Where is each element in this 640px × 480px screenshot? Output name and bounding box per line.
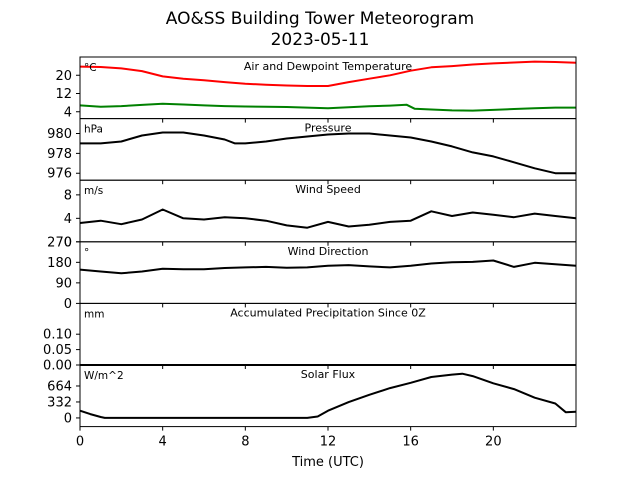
panel-4: 0.000.050.10 mm Accumulated Precipitation … [43, 302, 577, 374]
chart-subtitle: 2023-05-11 [271, 30, 370, 50]
y-tick-label: 332 [47, 395, 72, 410]
panel-title: Air and Dewpoint Temperature [244, 60, 412, 73]
y-tick-label: 0 [64, 235, 72, 250]
series-line-2-0 [79, 208, 577, 229]
panel-0: 4 12 20 °C Air and Dewpoint Temperature [55, 56, 577, 123]
y-tick-label: 980 [47, 127, 72, 142]
y-tick-label: 0 [64, 297, 72, 312]
x-tick-label: 0 [76, 435, 84, 450]
x-tick-label: 20 [485, 435, 502, 450]
panel-unit-label: mm [84, 308, 104, 320]
y-tick-label: 978 [47, 147, 72, 162]
y-tick-label: 664 [47, 379, 72, 394]
series-line-0-0 [79, 60, 577, 87]
series-line-3-0 [79, 259, 577, 275]
panel-unit-label: ° [84, 247, 89, 259]
y-tick-label: 0.10 [43, 328, 72, 343]
panel-title: Solar Flux [301, 368, 356, 381]
panel-unit-label: m/s [84, 185, 103, 197]
series-line-1-0 [80, 131, 576, 175]
panel-unit-label: °C [84, 62, 97, 74]
x-axis: 0 4 8 12 16 20 [76, 435, 502, 450]
panel-2: 0 4 8 m/s Wind Speed [64, 179, 577, 250]
y-tick-label: 0.05 [43, 343, 72, 358]
x-tick-label: 4 [159, 435, 167, 450]
x-tick-label: 8 [241, 435, 249, 450]
panel-3: 0 90 180 270 ° Wind Direction [47, 235, 577, 312]
panel-title: Wind Speed [295, 183, 361, 196]
x-tick-label: 12 [320, 435, 337, 450]
panel-title: Accumulated Precipitation Since 0Z [230, 306, 426, 319]
y-tick-label: 4 [64, 105, 72, 120]
panel-title: Wind Direction [288, 245, 369, 258]
y-tick-label: 0.00 [43, 359, 72, 374]
x-tick-label: 16 [402, 435, 419, 450]
y-tick-label: 976 [47, 167, 72, 182]
series-line-5-0 [79, 372, 577, 419]
y-tick-label: 270 [47, 235, 72, 250]
y-tick-label: 12 [55, 87, 72, 102]
panel-title: Pressure [305, 122, 352, 135]
y-tick-label: 0 [64, 411, 72, 426]
chart-title: AO&SS Building Tower Meteorogram [166, 9, 474, 29]
y-tick-label: 4 [64, 212, 72, 227]
x-axis-label: Time (UTC) [291, 455, 364, 470]
y-tick-label: 90 [55, 276, 72, 291]
y-tick-label: 8 [64, 188, 72, 203]
panel-unit-label: W/m^2 [84, 370, 124, 382]
panel-1: 976 978 980 hPa Pressure [47, 118, 577, 185]
y-tick-label: 20 [55, 69, 72, 84]
y-tick-label: 180 [47, 256, 72, 271]
series-line-0-1 [79, 102, 576, 112]
panel-unit-label: hPa [84, 124, 103, 136]
